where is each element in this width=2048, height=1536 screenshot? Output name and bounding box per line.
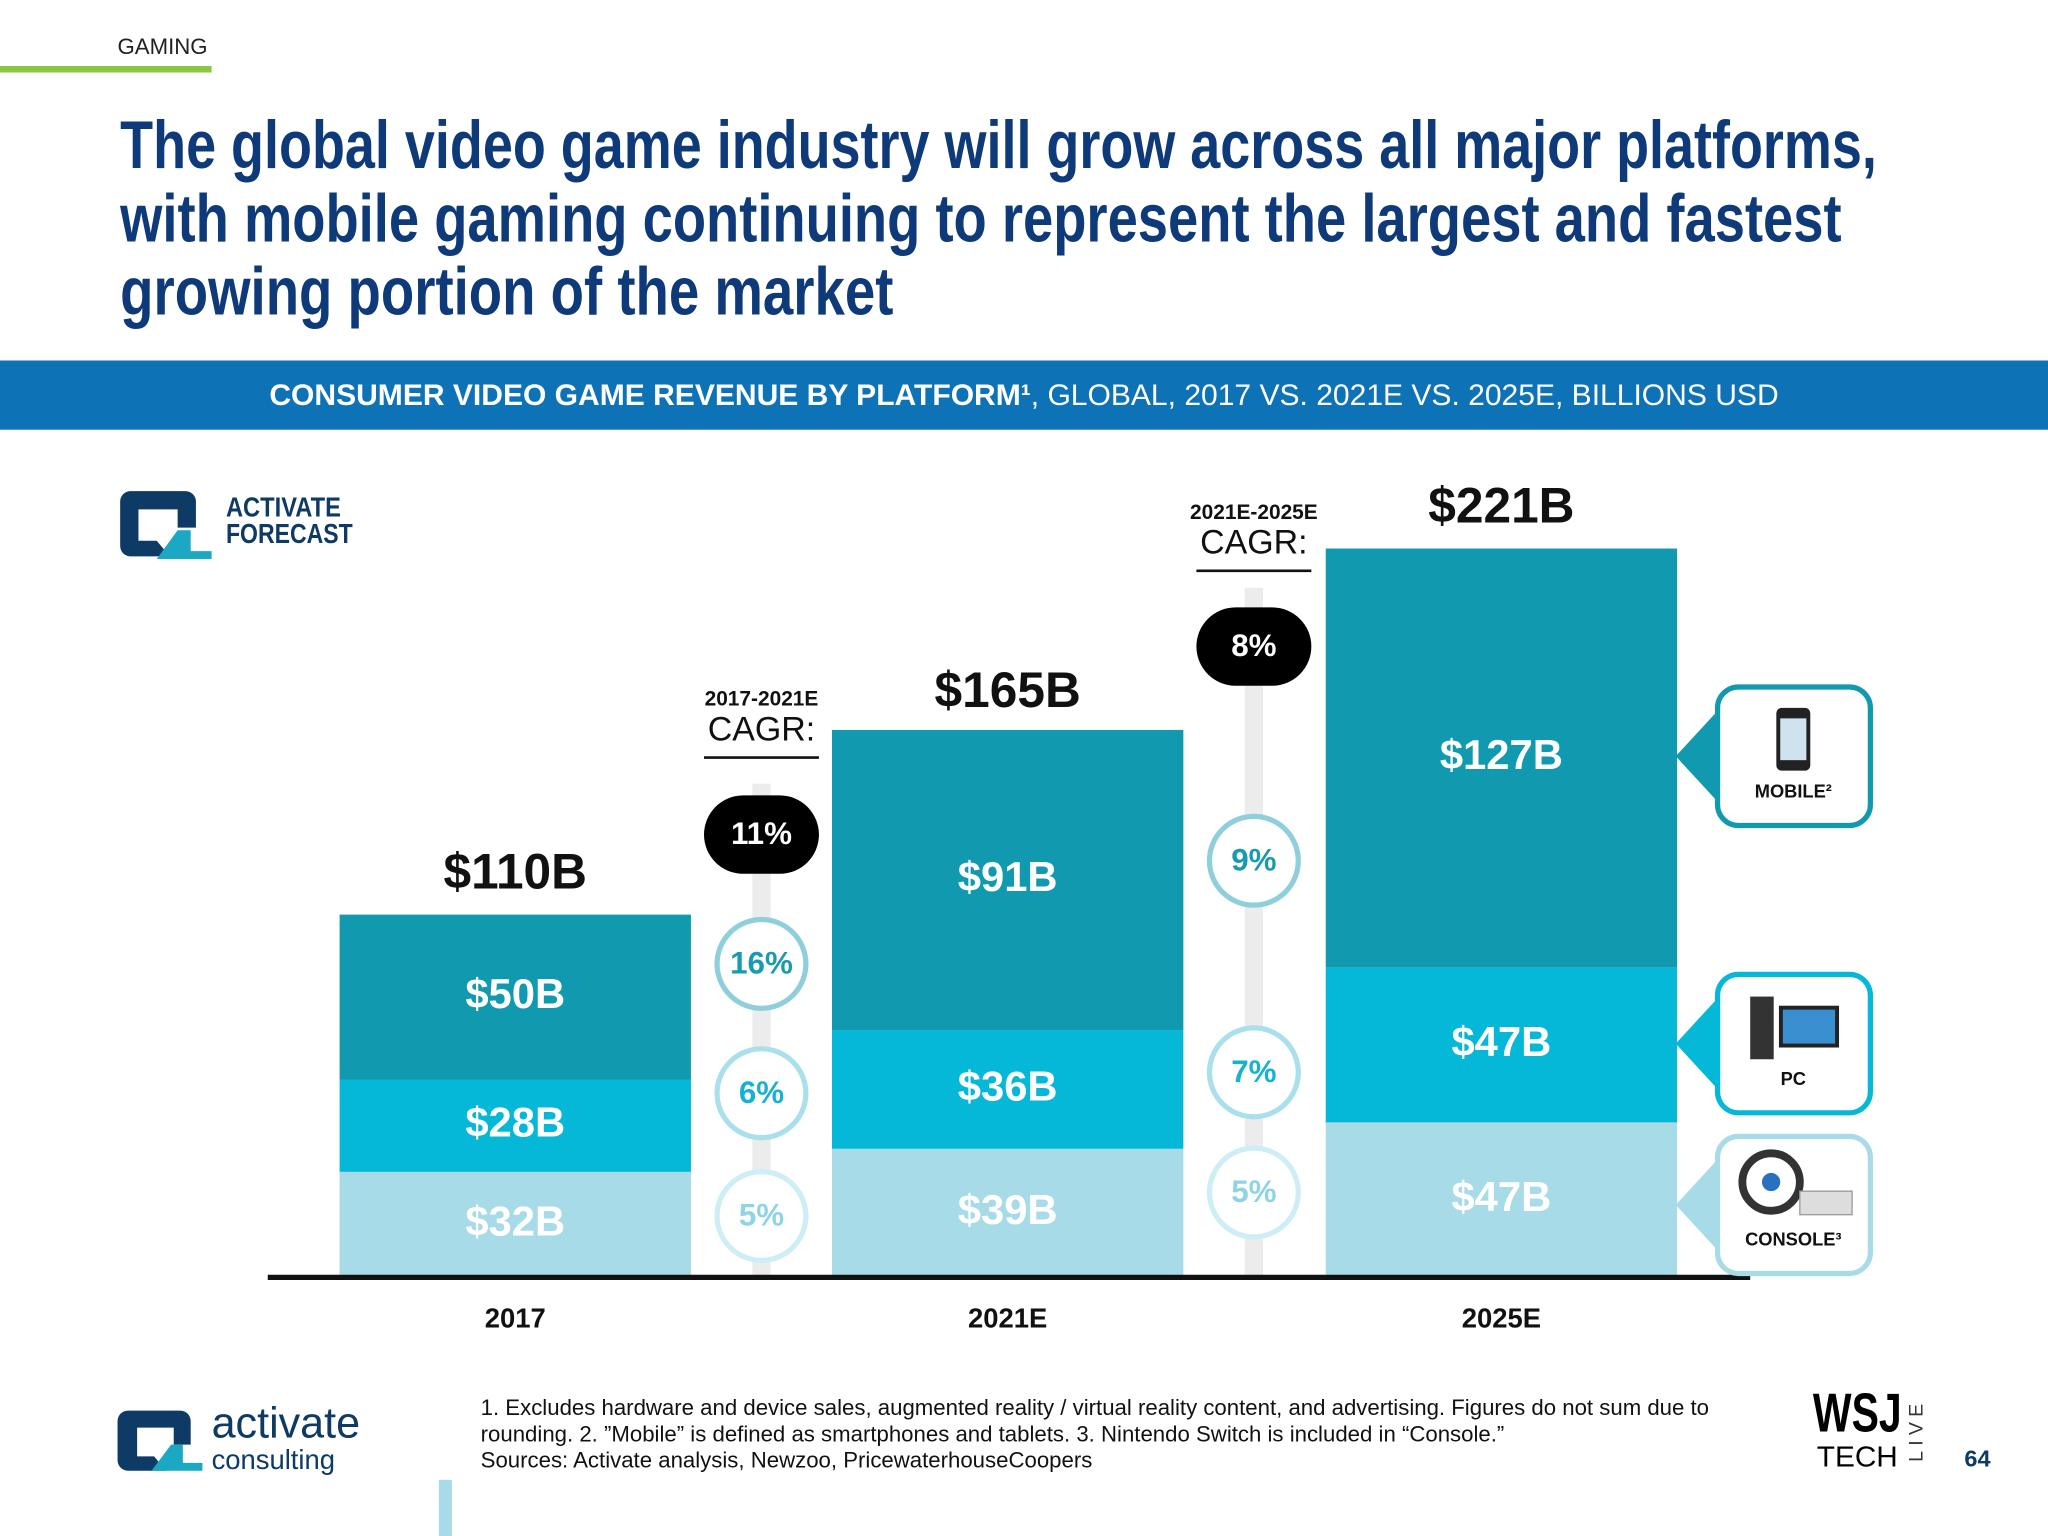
cagr-value: 16% <box>730 946 793 981</box>
footnote: rounding. 2. ”Mobile” is defined as smar… <box>481 1421 1505 1446</box>
x-tick-label: 2021E <box>968 1303 1047 1334</box>
value-label: $91B <box>958 853 1058 900</box>
cagr-value: 9% <box>1231 842 1276 877</box>
tech: TECH <box>1817 1442 1898 1474</box>
legend-icon <box>1776 707 1811 771</box>
legend-icon <box>1750 996 1840 1060</box>
footer-bar <box>438 1479 452 1536</box>
banner <box>0 360 2048 430</box>
tower <box>1750 996 1774 1060</box>
cagr-bubble <box>1206 813 1301 908</box>
page-number: 64 <box>1964 1445 1990 1471</box>
badge-line: ACTIVATE <box>226 492 341 523</box>
cagr-period: 2017-2021E <box>705 688 819 711</box>
subtitle-rest: , GLOBAL, 2017 VS. 2021E VS. 2025E, BILL… <box>1031 379 1779 412</box>
hub <box>1761 1172 1781 1192</box>
cagr-total-pill <box>1196 607 1312 686</box>
cagr-period: 2021E-2025E <box>1190 501 1318 524</box>
cagr-label: CAGR: <box>1200 524 1307 562</box>
total-label: $221B <box>1428 477 1574 533</box>
legend-pointer <box>1675 993 1722 1094</box>
bar-segment <box>832 729 1184 1031</box>
console <box>1799 1190 1853 1216</box>
title-line: with mobile gaming continuing to represe… <box>119 181 1841 256</box>
cagr-label: CAGR: <box>708 710 815 748</box>
section-label: GAMING <box>118 34 208 59</box>
bar-segment <box>1325 1122 1678 1278</box>
cagr-bubble <box>1206 1025 1301 1120</box>
bar-segment <box>832 1148 1184 1278</box>
title-line: growing portion of the market <box>120 254 893 329</box>
total-label: $110B <box>444 844 588 900</box>
legend-icon <box>1738 1149 1853 1216</box>
cagr-bubble <box>1206 1145 1301 1240</box>
activate-logo <box>117 1410 203 1471</box>
badge-line: FORECAST <box>226 518 353 549</box>
x-tick-label: 2017 <box>485 1303 546 1334</box>
bar-segment <box>832 1030 1184 1149</box>
value-label: $47B <box>1451 1018 1551 1065</box>
cagr-value: 8% <box>1231 628 1276 663</box>
cagr-value: 11% <box>731 816 792 851</box>
cagr-bubble <box>714 1046 809 1141</box>
bar-segment <box>339 1171 691 1278</box>
cagr-value: 5% <box>1231 1174 1276 1209</box>
bar-segment <box>339 914 691 1080</box>
cagr-bubble <box>714 916 809 1011</box>
cagr-value: 5% <box>739 1198 784 1233</box>
legend-pointer <box>1675 1155 1722 1255</box>
value-label: $32B <box>465 1198 565 1245</box>
title-line: The global video game industry will grow… <box>120 108 1877 183</box>
bar-segment <box>1325 967 1678 1123</box>
bar-segment <box>1325 548 1678 968</box>
screen <box>1780 718 1807 761</box>
bar-segment <box>339 1079 691 1172</box>
cagr-track <box>752 783 771 1278</box>
value-label: $39B <box>958 1186 1058 1233</box>
total-label: $165B <box>935 662 1081 718</box>
value-label: $36B <box>958 1062 1058 1109</box>
wsj: WSJ <box>1813 1382 1902 1444</box>
logo-sub: consulting <box>212 1444 335 1475</box>
screen <box>1782 1009 1836 1044</box>
legend-label: MOBILE² <box>1755 781 1832 802</box>
footnote: 1. Excludes hardware and device sales, a… <box>481 1395 1709 1420</box>
cagr-value: 6% <box>739 1075 784 1110</box>
footnote: Sources: Activate analysis, Newzoo, Pric… <box>481 1447 1093 1472</box>
live: LIVE <box>1906 1399 1928 1462</box>
wheel <box>1738 1149 1804 1215</box>
value-label: $28B <box>465 1099 565 1146</box>
subtitle: CONSUMER VIDEO GAME REVENUE BY PLATFORM¹… <box>269 379 1778 412</box>
x-tick-label: 2025E <box>1462 1303 1541 1334</box>
subtitle-bold: CONSUMER VIDEO GAME REVENUE BY PLATFORM¹ <box>269 379 1030 412</box>
legend-label: CONSOLE³ <box>1745 1229 1841 1250</box>
cagr-total-pill <box>704 795 819 874</box>
logo-word: activate <box>212 1400 361 1448</box>
cagr-bubble <box>714 1168 809 1264</box>
legend-pointer <box>1675 706 1722 806</box>
forecast-logo <box>120 491 212 560</box>
value-label: $50B <box>465 970 565 1017</box>
value-label: $47B <box>1451 1173 1551 1220</box>
legend-label: PC <box>1781 1068 1806 1089</box>
value-label: $127B <box>1440 731 1563 778</box>
cagr-value: 7% <box>1231 1054 1276 1089</box>
